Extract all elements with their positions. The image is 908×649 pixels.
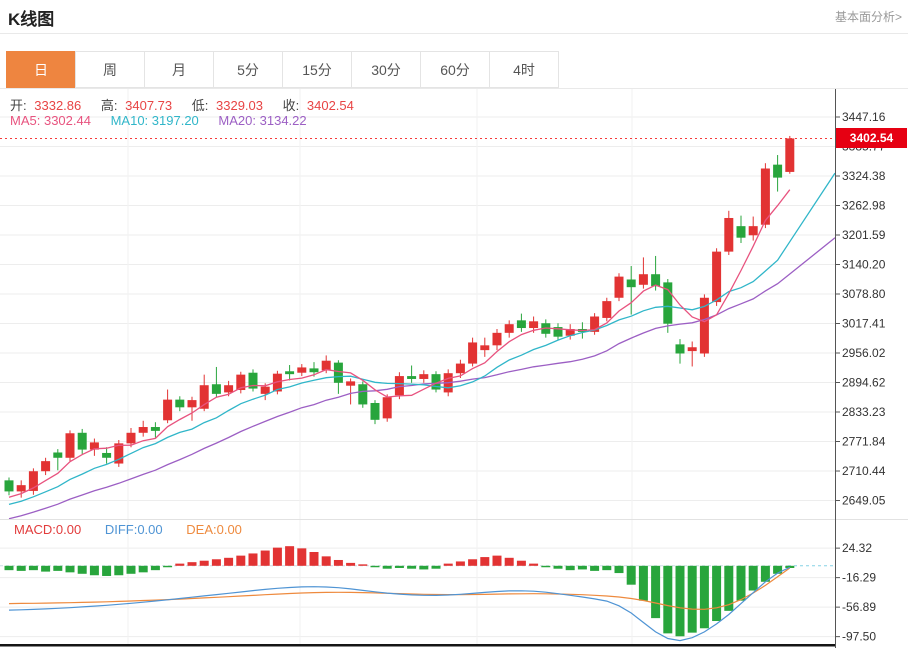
y-axis-label: 3324.38 <box>842 169 886 183</box>
y-axis-label: 3201.59 <box>842 228 886 242</box>
y-axis-label: 3140.20 <box>842 258 886 272</box>
ma10-line <box>8 172 836 506</box>
y-axis-label: 24.32 <box>842 541 872 555</box>
chart-frame <box>0 89 908 648</box>
macd-y-axis: 24.32 -16.29 -56.89 -97.50 <box>835 541 876 644</box>
y-axis-label: -56.89 <box>842 600 876 614</box>
candles-group <box>4 135 795 498</box>
open-value: 3332.86 <box>34 98 82 113</box>
high-value: 3407.73 <box>125 98 173 113</box>
y-axis-label: 2956.02 <box>842 346 886 360</box>
tab-5min[interactable]: 5分 <box>213 51 283 88</box>
high-label: 高: <box>100 98 118 113</box>
current-price-badge: 3402.54 <box>836 128 907 148</box>
macd-readout: MACD:0.00 DIFF:0.00 DEA:0.00 <box>14 522 242 537</box>
close-label: 收: <box>282 98 300 113</box>
diff-label: DIFF: <box>104 522 138 537</box>
y-axis-label: 2649.05 <box>842 494 886 508</box>
page-title: K线图 <box>8 10 55 29</box>
ma5-line <box>8 189 791 498</box>
y-axis-label: 2771.84 <box>842 435 886 449</box>
y-axis-label: 3017.41 <box>842 317 886 331</box>
macd-label: MACD: <box>14 522 56 537</box>
ma-readout: MA5: 3302.44 MA10: 3197.20 MA20: 3134.22 <box>10 113 307 128</box>
close-value: 3402.54 <box>306 98 354 113</box>
y-axis-label: 3078.80 <box>842 287 886 301</box>
diff-line <box>8 566 791 642</box>
ma20-line <box>8 237 836 520</box>
y-axis-label: 3262.98 <box>842 199 886 213</box>
price-y-axis: 3447.163385.773324.383262.983201.593140.… <box>835 110 886 508</box>
low-label: 低: <box>191 98 209 113</box>
y-axis-label: 2833.23 <box>842 405 886 419</box>
title-divider <box>0 33 908 34</box>
tabbar-divider <box>0 88 908 89</box>
ma5-label: MA5: <box>10 113 41 128</box>
y-axis-label: -16.29 <box>842 571 876 585</box>
ma20-value: 3134.22 <box>259 113 307 128</box>
ma5-value: 3302.44 <box>43 113 91 128</box>
macd-value: 0.00 <box>55 522 82 537</box>
tab-day[interactable]: 日 <box>6 51 76 88</box>
ma10-value: 3197.20 <box>151 113 199 128</box>
interval-tab-bar: 日 周 月 5分 15分 30分 60分 4时 <box>6 51 559 88</box>
ma20-label: MA20: <box>218 113 256 128</box>
dea-label: DEA: <box>186 522 217 537</box>
ohlc-readout: 开: 3332.86 高: 3407.73 低: 3329.03 收: 3402… <box>10 95 358 114</box>
low-value: 3329.03 <box>216 98 263 113</box>
diff-value: 0.00 <box>137 522 163 537</box>
macd-histogram <box>4 546 795 637</box>
y-axis-label: 2710.44 <box>842 464 886 478</box>
tab-4hour[interactable]: 4时 <box>489 51 559 88</box>
y-axis-label: -97.50 <box>842 630 876 644</box>
tab-15min[interactable]: 15分 <box>282 51 352 88</box>
y-axis-label: 3447.16 <box>842 110 886 124</box>
dea-value: 0.00 <box>216 522 242 537</box>
y-axis-label: 2894.62 <box>842 376 886 390</box>
grid-lines <box>0 89 835 644</box>
tab-week[interactable]: 周 <box>75 51 145 88</box>
open-label: 开: <box>10 98 27 113</box>
fundamental-analysis-link[interactable]: 基本面分析> <box>834 10 902 24</box>
tab-60min[interactable]: 60分 <box>420 51 490 88</box>
tab-month[interactable]: 月 <box>144 51 214 88</box>
tab-30min[interactable]: 30分 <box>351 51 421 88</box>
ma10-label: MA10: <box>110 113 149 128</box>
